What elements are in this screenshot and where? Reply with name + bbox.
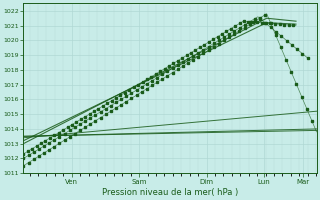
X-axis label: Pression niveau de la mer( hPa ): Pression niveau de la mer( hPa ) — [102, 188, 238, 197]
